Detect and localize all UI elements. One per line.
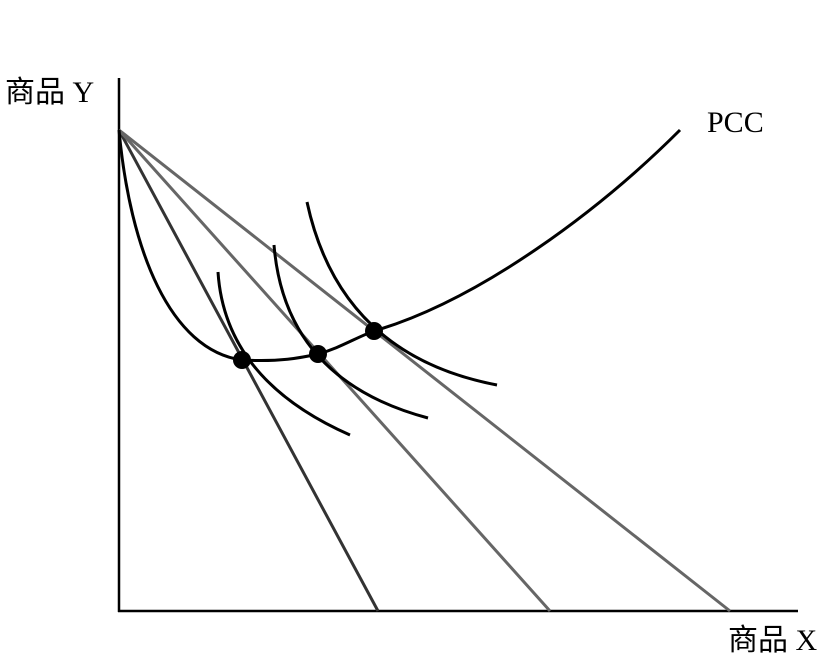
tangency-point (233, 351, 251, 369)
budget-line (118, 128, 731, 613)
tangency-point (309, 345, 327, 363)
budget-line (117, 129, 380, 612)
pcc-curve (117, 128, 682, 363)
tangency-point (365, 322, 383, 340)
x-axis-label: 商品 X (728, 624, 817, 657)
curve-label: PCC (707, 106, 764, 139)
indifference-curve (216, 271, 351, 437)
indifference-curve (305, 201, 498, 387)
y-axis-label: 商品 Y (5, 76, 94, 109)
